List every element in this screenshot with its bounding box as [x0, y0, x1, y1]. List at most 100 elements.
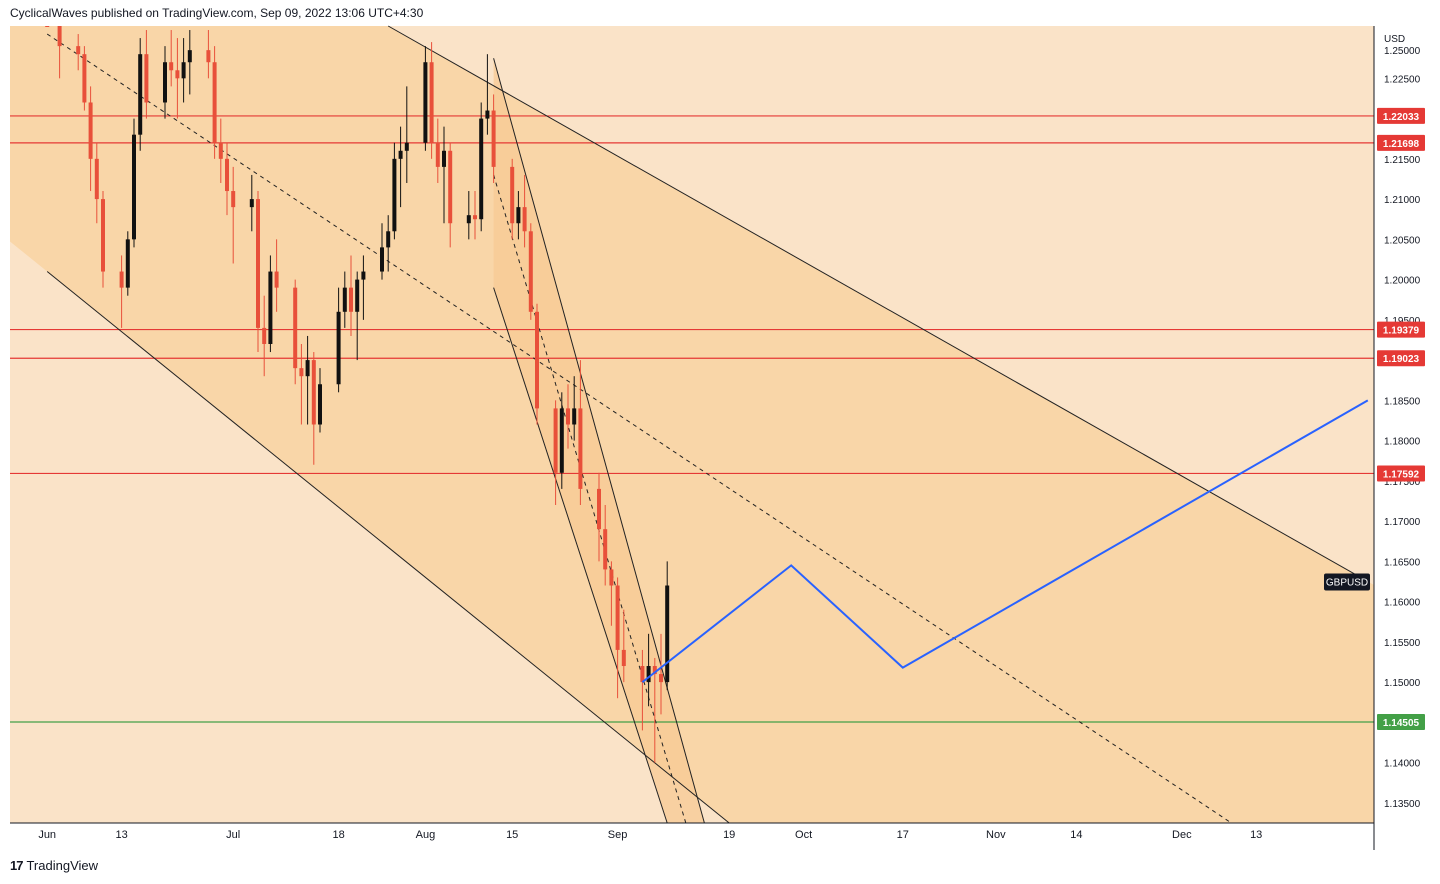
candle-body	[94, 158, 99, 200]
time-tick-label: Aug	[416, 829, 436, 841]
projection-path[interactable]	[641, 399, 1369, 683]
candle	[442, 126, 446, 224]
candle-body	[88, 102, 93, 159]
symbol-badge-background	[1324, 573, 1370, 591]
level-tag-text: 1.22033	[1383, 112, 1420, 123]
level-tag	[1377, 321, 1425, 338]
candle-body	[392, 158, 397, 232]
candle	[646, 633, 651, 707]
candle-body	[485, 110, 490, 119]
symbol-badge-text: GBPUSD	[1326, 577, 1368, 588]
candle-body	[615, 585, 620, 650]
candle-body	[621, 649, 626, 667]
candle	[510, 158, 515, 240]
candle	[299, 343, 304, 425]
candle	[206, 30, 211, 79]
wide-channel-upper	[387, 25, 1369, 582]
wide-channel-lower	[46, 271, 730, 824]
candle	[274, 239, 279, 312]
candle-body	[218, 142, 223, 159]
candle	[268, 255, 273, 353]
candle-body	[640, 666, 645, 683]
trendlines	[46, 25, 1369, 824]
time-tick-label: Jun	[38, 829, 56, 841]
candle-body	[665, 585, 670, 683]
candle-body	[262, 327, 267, 344]
candle	[45, 26, 50, 27]
candle-body	[311, 360, 316, 425]
price-tick-label: 1.25000	[1384, 46, 1421, 57]
candle	[361, 255, 366, 320]
candle-body	[349, 287, 353, 312]
candle	[429, 42, 434, 159]
candle-body	[212, 62, 217, 143]
candle-body	[652, 666, 657, 675]
footer-brand-name: TradingView	[26, 858, 99, 873]
candle	[603, 505, 608, 586]
candle	[621, 609, 626, 683]
candle-body	[516, 207, 521, 224]
candle	[516, 191, 521, 240]
candle	[597, 472, 601, 562]
price-tick-label: 1.14000	[1384, 759, 1421, 770]
candle-body	[299, 368, 304, 377]
level-tag	[1377, 713, 1425, 730]
steep-channel-midline	[493, 174, 687, 824]
candle-body	[510, 166, 515, 224]
candle	[163, 46, 167, 119]
candle-body	[572, 408, 577, 425]
candle	[398, 126, 403, 208]
time-axis[interactable]: Jun 13 Jul 18 Aug 15 Sep 19 Oct 17 Nov 14 Dec 13	[38, 829, 1262, 841]
candle-body	[187, 50, 192, 63]
price-tick-label: 1.18500	[1384, 396, 1421, 407]
candle-body	[249, 199, 254, 208]
price-tick-label: 1.16000	[1384, 598, 1421, 609]
price-tick-label: 1.21500	[1384, 155, 1421, 166]
level-tag-text: 1.14505	[1383, 718, 1420, 729]
candle	[218, 118, 223, 183]
candle	[559, 392, 564, 489]
time-tick-label: Sep	[608, 829, 628, 841]
candle	[187, 30, 192, 95]
time-axis-background	[10, 823, 1374, 850]
level-tag-text: 1.19379	[1383, 326, 1420, 337]
candle	[175, 38, 180, 119]
candle	[640, 649, 645, 731]
candle	[342, 271, 347, 328]
candle-body	[566, 408, 570, 425]
candle	[249, 174, 254, 232]
candle-body	[144, 54, 149, 103]
candle-body	[603, 529, 608, 570]
footer-brand[interactable]: 17 TradingView	[10, 858, 98, 873]
candle-body	[491, 110, 496, 167]
candle-body	[398, 150, 403, 159]
candle	[256, 191, 260, 353]
candle-body	[76, 46, 81, 55]
wide-channel-midline	[46, 33, 1232, 824]
candle	[553, 400, 558, 506]
candle	[318, 368, 322, 433]
candle	[659, 633, 663, 715]
level-tag	[1377, 107, 1425, 124]
candle-body	[132, 134, 136, 240]
price-tick-label: 1.15000	[1384, 678, 1421, 689]
candle	[231, 166, 236, 264]
wide-channel-fill	[10, 26, 1374, 823]
price-tick-label: 1.21000	[1384, 195, 1421, 206]
symbol-price-badge: GBPUSD	[1324, 573, 1370, 591]
candle-body	[231, 191, 236, 208]
candle	[479, 102, 484, 232]
candle	[57, 26, 62, 79]
price-tick-label: 1.16500	[1384, 557, 1421, 568]
candle-body	[206, 50, 211, 63]
candle-body	[355, 279, 360, 312]
candle	[435, 118, 440, 183]
level-tag-text: 1.17592	[1383, 469, 1420, 480]
candle-body	[528, 231, 533, 312]
candle	[82, 46, 87, 111]
price-tick-label: 1.17000	[1384, 517, 1421, 528]
price-axis[interactable]: 1.25000 1.22500 1.21500 1.21000 1.20500 1.200…	[1384, 46, 1421, 810]
price-tick-label: 1.17500	[1384, 477, 1421, 488]
candle-body	[646, 666, 651, 683]
